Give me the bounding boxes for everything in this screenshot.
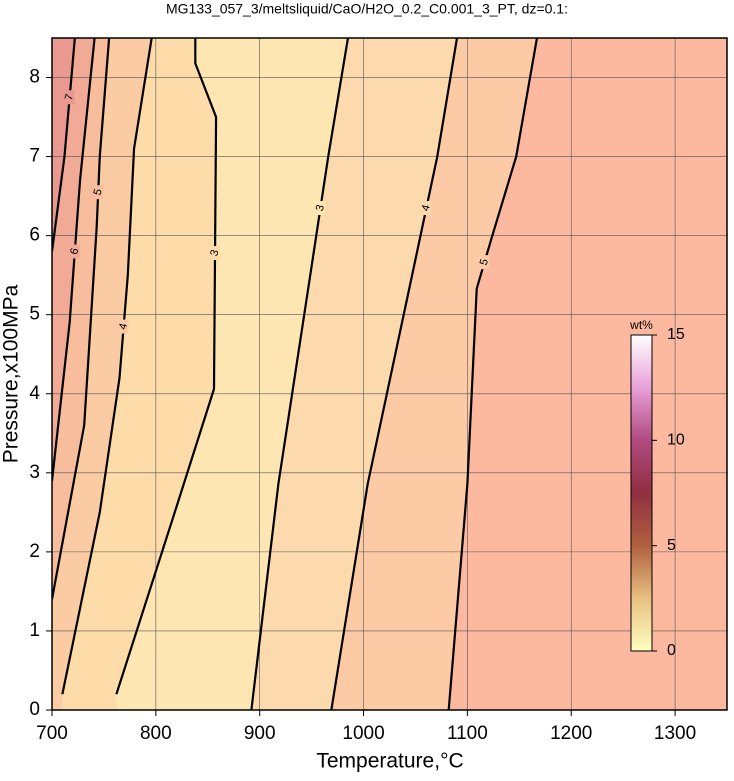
- y-tick-label: 3: [29, 462, 40, 483]
- contour-label-bg: [93, 185, 104, 200]
- contour-label-bg: [118, 319, 129, 334]
- x-tick-label: 900: [244, 723, 276, 744]
- x-axis-label: Temperature,°C: [316, 750, 463, 773]
- contour-label: 5: [92, 188, 105, 197]
- colorbar-tick-label: 5: [667, 537, 676, 554]
- colorbar-tick-label: 0: [667, 642, 676, 659]
- contour-label-bg: [315, 200, 326, 215]
- y-tick-label: 8: [29, 67, 40, 88]
- contour-label-bg: [421, 200, 432, 215]
- contour-label: 4: [420, 203, 433, 212]
- x-tick-label: 1000: [342, 723, 384, 744]
- chart-title: MG133_057_3/meltsliquid/CaO/H2O_0.2_C0.0…: [166, 1, 568, 17]
- y-tick-label: 0: [29, 699, 40, 720]
- colorbar-label: wt%: [629, 318, 653, 332]
- contour-label: 3: [208, 249, 221, 258]
- contour-label: 3: [314, 203, 327, 212]
- contour-label-bg: [479, 255, 490, 270]
- contour-label-bg: [210, 246, 221, 261]
- x-tick-label: 1300: [654, 723, 696, 744]
- contour-label: 7: [63, 93, 76, 102]
- x-tick-label: 1100: [447, 723, 488, 744]
- contour-region: [52, 38, 95, 710]
- y-tick-label: 4: [29, 383, 40, 404]
- y-tick-label: 7: [29, 146, 40, 167]
- colorbar-tick-label: 10: [667, 432, 685, 449]
- colorbar-tick-label: 15: [667, 326, 685, 343]
- contour-line: [52, 38, 76, 252]
- contour-label: 4: [117, 322, 130, 331]
- contour-line: [250, 38, 350, 710]
- y-tick-label: 2: [29, 541, 40, 562]
- y-tick-label: 5: [29, 304, 40, 325]
- contour-label-bg: [64, 90, 75, 105]
- x-tick-label: 700: [36, 723, 68, 744]
- y-axis-label: Pressure,x100MPa: [0, 284, 23, 463]
- contour-label-bg: [69, 244, 80, 259]
- contour-label: 6: [68, 247, 81, 256]
- colorbar: [630, 334, 653, 652]
- y-tick-label: 6: [29, 225, 40, 246]
- y-tick-label: 1: [29, 620, 40, 641]
- plot-frame: [51, 37, 728, 711]
- contour-line: [52, 38, 111, 600]
- contour-line: [330, 38, 459, 710]
- x-tick-label: 800: [140, 723, 172, 744]
- contour-label: 5: [478, 258, 491, 267]
- x-tick-label: 1200: [550, 723, 592, 744]
